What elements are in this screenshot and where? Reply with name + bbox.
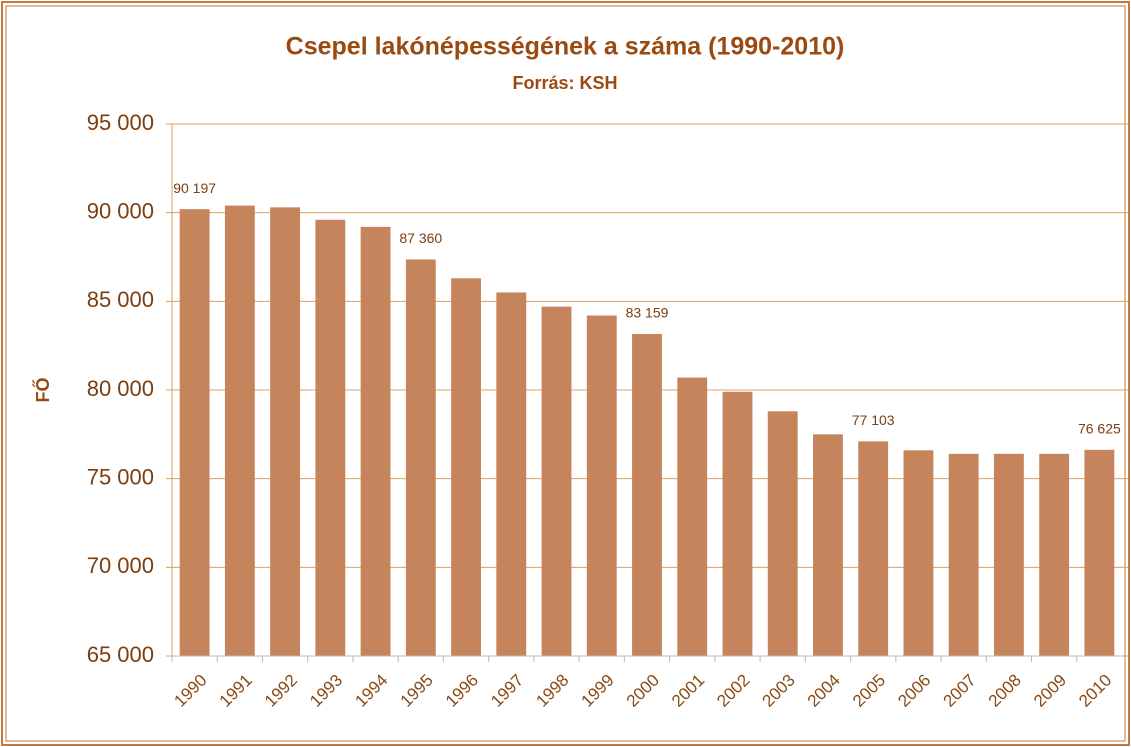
x-tick-label: 1998 bbox=[532, 671, 572, 711]
x-tick-label: 1990 bbox=[170, 671, 210, 711]
x-tick-label: 1992 bbox=[261, 671, 301, 711]
x-tick-label: 2002 bbox=[713, 671, 753, 711]
y-tick-label: 75 000 bbox=[87, 464, 154, 489]
x-tick-label: 1993 bbox=[306, 671, 346, 711]
bar bbox=[586, 315, 617, 656]
frame-inner bbox=[5, 5, 1126, 742]
bar bbox=[179, 209, 210, 656]
y-tick-label: 95 000 bbox=[87, 110, 154, 135]
x-tick-label: 1995 bbox=[397, 671, 437, 711]
bar bbox=[1039, 453, 1070, 656]
bar bbox=[451, 278, 481, 656]
bar bbox=[677, 377, 708, 656]
x-tick-label: 1991 bbox=[216, 671, 256, 711]
bar bbox=[813, 434, 843, 656]
y-tick-label: 90 000 bbox=[87, 198, 154, 223]
bar bbox=[270, 207, 301, 656]
x-tick-label: 2004 bbox=[804, 671, 844, 711]
x-tick-label: 2009 bbox=[1030, 671, 1070, 711]
x-tick-label: 2010 bbox=[1075, 671, 1115, 711]
bar bbox=[405, 259, 436, 656]
bar bbox=[541, 306, 572, 656]
bar bbox=[315, 219, 346, 656]
x-tick-label: 1999 bbox=[578, 671, 618, 711]
x-tick-label: 2006 bbox=[894, 671, 934, 711]
bar bbox=[722, 391, 753, 656]
bar bbox=[1084, 449, 1115, 656]
y-tick-label: 70 000 bbox=[87, 553, 154, 578]
x-tick-label: 2005 bbox=[849, 671, 889, 711]
x-tick-label: 2000 bbox=[623, 671, 663, 711]
value-label: 90 197 bbox=[173, 180, 216, 196]
bar bbox=[903, 450, 934, 656]
value-label: 87 360 bbox=[399, 230, 442, 246]
value-label: 83 159 bbox=[626, 305, 669, 321]
value-label: 76 625 bbox=[1078, 421, 1121, 437]
bar bbox=[360, 226, 391, 656]
y-tick-label: 65 000 bbox=[87, 642, 154, 667]
bar bbox=[858, 441, 889, 656]
x-tick-label: 2001 bbox=[668, 671, 708, 711]
y-tick-label: 85 000 bbox=[87, 287, 154, 312]
bar bbox=[948, 453, 979, 656]
x-tick-label: 1996 bbox=[442, 671, 482, 711]
x-tick-label: 1997 bbox=[487, 671, 527, 711]
chart-title: Csepel lakónépességének a száma (1990-20… bbox=[286, 33, 845, 61]
y-tick-label: 80 000 bbox=[87, 376, 154, 401]
bar bbox=[632, 333, 662, 656]
chart-subtitle: Forrás: KSH bbox=[512, 73, 617, 93]
bar bbox=[767, 411, 798, 656]
x-tick-label: 2003 bbox=[759, 671, 799, 711]
bar bbox=[993, 453, 1024, 656]
x-tick-label: 1994 bbox=[351, 671, 391, 711]
x-tick-label: 2008 bbox=[985, 671, 1025, 711]
bar bbox=[224, 205, 255, 656]
bar bbox=[496, 292, 527, 656]
value-label: 77 103 bbox=[852, 412, 895, 428]
x-tick-label: 2007 bbox=[939, 671, 979, 711]
y-axis-label: FŐ bbox=[32, 378, 53, 403]
